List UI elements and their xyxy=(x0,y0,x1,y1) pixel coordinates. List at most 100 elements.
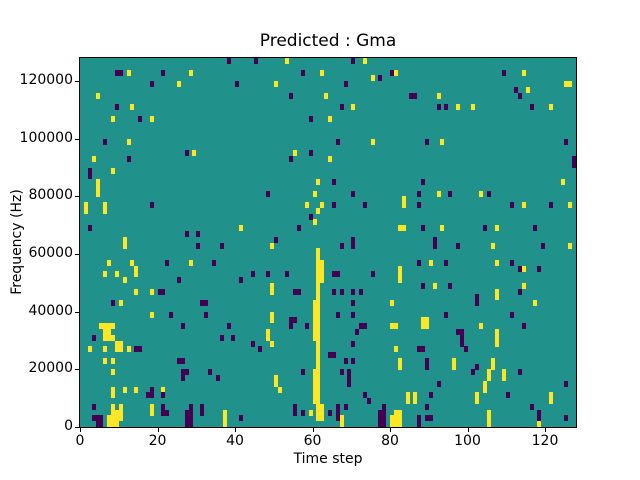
y-tick-mark xyxy=(75,81,79,83)
heatmap-cell xyxy=(316,328,321,335)
heatmap-cell xyxy=(529,104,534,111)
heatmap-cell xyxy=(316,346,321,353)
heatmap-cell xyxy=(351,58,356,64)
heatmap-cell xyxy=(91,156,96,163)
heatmap-cell xyxy=(277,386,282,393)
heatmap-cell xyxy=(471,104,476,111)
heatmap-cell xyxy=(401,202,406,209)
heatmap-cell xyxy=(316,398,321,405)
heatmap-cell xyxy=(238,225,243,232)
heatmap-cell xyxy=(409,92,414,99)
heatmap-cell xyxy=(258,346,263,353)
heatmap-cell xyxy=(417,202,422,209)
heatmap-cell xyxy=(312,392,317,399)
heatmap-cell xyxy=(184,150,189,157)
heatmap-cell xyxy=(316,334,321,341)
heatmap-cell xyxy=(312,386,317,393)
heatmap-cell xyxy=(107,415,112,422)
heatmap-cell xyxy=(312,380,317,387)
heatmap-cell xyxy=(397,277,402,284)
heatmap-cell xyxy=(417,421,422,427)
heatmap-cell xyxy=(289,156,294,163)
heatmap-cells xyxy=(80,58,576,427)
heatmap-cell xyxy=(393,346,398,353)
heatmap-cell xyxy=(316,179,321,186)
heatmap-cell xyxy=(316,207,321,214)
heatmap-cell xyxy=(347,380,352,387)
heatmap-cell xyxy=(126,156,131,163)
heatmap-cell xyxy=(126,69,131,76)
heatmap-cell xyxy=(436,380,441,387)
heatmap-cell xyxy=(517,92,522,99)
heatmap-cell xyxy=(316,271,321,278)
heatmap-cell xyxy=(126,346,131,353)
heatmap-cell xyxy=(448,190,453,197)
heatmap-cell xyxy=(103,202,108,209)
heatmap-cell xyxy=(506,392,511,399)
heatmap-cell xyxy=(490,357,495,364)
heatmap-cell xyxy=(424,403,429,410)
heatmap-cell xyxy=(107,259,112,266)
heatmap-cell xyxy=(331,288,336,295)
heatmap-cell xyxy=(149,202,154,209)
heatmap-plot xyxy=(79,57,577,428)
heatmap-cell xyxy=(250,271,255,278)
heatmap-cell xyxy=(103,207,108,214)
heatmap-cell xyxy=(347,375,352,382)
heatmap-cell xyxy=(118,409,123,416)
heatmap-cell xyxy=(223,421,228,427)
heatmap-cell xyxy=(370,138,375,145)
heatmap-cell xyxy=(486,375,491,382)
heatmap-cell xyxy=(393,415,398,422)
heatmap-cell xyxy=(134,346,139,353)
heatmap-cell xyxy=(145,392,150,399)
heatmap-cell xyxy=(273,81,278,88)
heatmap-cell xyxy=(87,346,92,353)
heatmap-cell xyxy=(486,409,491,416)
y-tick-label: 20000 xyxy=(28,360,73,377)
heatmap-cell xyxy=(421,282,425,289)
heatmap-cell xyxy=(486,190,491,197)
heatmap-cell xyxy=(494,328,499,335)
heatmap-cell xyxy=(300,69,305,76)
heatmap-cell xyxy=(111,300,115,307)
heatmap-cell xyxy=(328,115,332,122)
x-tick-label: 80 xyxy=(381,433,399,449)
heatmap-cell xyxy=(401,196,406,203)
x-tick-mark xyxy=(467,428,469,432)
heatmap-cell xyxy=(316,265,321,272)
heatmap-cell xyxy=(351,357,356,364)
heatmap-cell xyxy=(564,81,569,88)
heatmap-cell xyxy=(122,386,127,393)
heatmap-cell xyxy=(103,334,108,341)
heatmap-cell xyxy=(95,184,100,191)
heatmap-cell xyxy=(320,259,325,266)
heatmap-cell xyxy=(351,242,356,249)
heatmap-cell xyxy=(316,340,321,347)
heatmap-cell xyxy=(122,236,127,243)
heatmap-cell xyxy=(339,242,344,249)
heatmap-cell xyxy=(308,213,313,220)
heatmap-cell xyxy=(548,392,553,399)
heatmap-cell xyxy=(351,300,356,307)
heatmap-cell xyxy=(289,323,294,330)
heatmap-cell xyxy=(362,58,367,64)
heatmap-cell xyxy=(548,104,553,111)
heatmap-cell xyxy=(87,167,92,174)
heatmap-cell xyxy=(149,386,154,393)
heatmap-cell xyxy=(227,58,232,64)
heatmap-cell xyxy=(111,415,115,422)
heatmap-cell xyxy=(111,392,115,399)
heatmap-cell xyxy=(494,259,499,266)
heatmap-cell xyxy=(269,311,274,318)
heatmap-cell xyxy=(397,421,402,427)
heatmap-cell xyxy=(521,282,526,289)
heatmap-cell xyxy=(138,115,143,122)
heatmap-cell xyxy=(269,282,274,289)
heatmap-cell xyxy=(103,138,108,145)
heatmap-cell xyxy=(83,202,88,209)
heatmap-cell xyxy=(293,403,298,410)
heatmap-cell xyxy=(111,334,115,341)
heatmap-cell xyxy=(320,403,325,410)
heatmap-cell xyxy=(397,265,402,272)
